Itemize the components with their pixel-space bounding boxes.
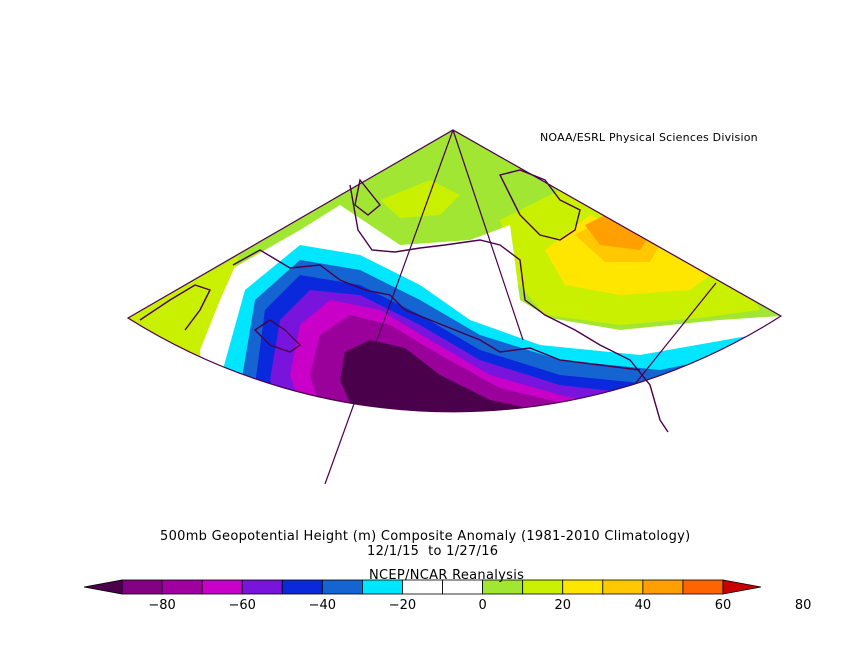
title-line-2: 12/1/15 to 1/27/16 (367, 544, 499, 559)
colorbar (83, 579, 762, 595)
colorbar-swatch (642, 579, 684, 595)
colorbar-swatch (281, 579, 323, 595)
colorbar-tick-label: −60 (228, 598, 256, 613)
coastline (253, 319, 302, 353)
field-north-yellow (380, 180, 460, 218)
colorbar-high-arrow (722, 579, 762, 595)
colorbar-swatch (161, 579, 203, 595)
colorbar-tick-label: 40 (634, 598, 652, 613)
credit-text: NOAA/ESRL Physical Sciences Division (540, 131, 758, 144)
graticule (324, 129, 717, 485)
colorbar-swatch (562, 579, 604, 595)
map-domain-border (126, 129, 783, 413)
colorbar-swatch (201, 579, 243, 595)
meridian-line (634, 282, 717, 385)
field-west-green (128, 255, 240, 412)
anomaly-field (128, 130, 781, 412)
colorbar-swatch (121, 579, 163, 595)
colorbar-tick-label: 20 (554, 598, 571, 613)
meridian-line (324, 129, 454, 485)
coastline (139, 284, 211, 331)
colorbar-low-arrow (83, 579, 123, 595)
title-line-1: 500mb Geopotential Height (m) Composite … (160, 529, 691, 544)
colorbar-tick-label: 60 (714, 598, 732, 613)
colorbar-swatch (682, 579, 724, 595)
title-line-3: NCEP/NCAR Reanalysis (369, 568, 525, 583)
coastline (349, 184, 669, 433)
colorbar-swatch (241, 579, 283, 595)
coastline (354, 178, 381, 216)
colorbar-tick-label: −20 (388, 598, 417, 613)
colorbar-tick-label: 0 (478, 598, 487, 613)
meridian-line (452, 129, 524, 341)
colorbar-tick-label: 80 (794, 598, 812, 613)
colorbar-swatch (602, 579, 644, 595)
coastline (232, 249, 641, 371)
colorbar-tick-label: −40 (308, 598, 337, 613)
field-ne-orange (585, 210, 650, 250)
colorbar-tick-label: −80 (148, 598, 176, 613)
colorbar-swatch (522, 579, 564, 595)
field-core (340, 340, 555, 412)
colorbar-swatch (321, 579, 363, 595)
